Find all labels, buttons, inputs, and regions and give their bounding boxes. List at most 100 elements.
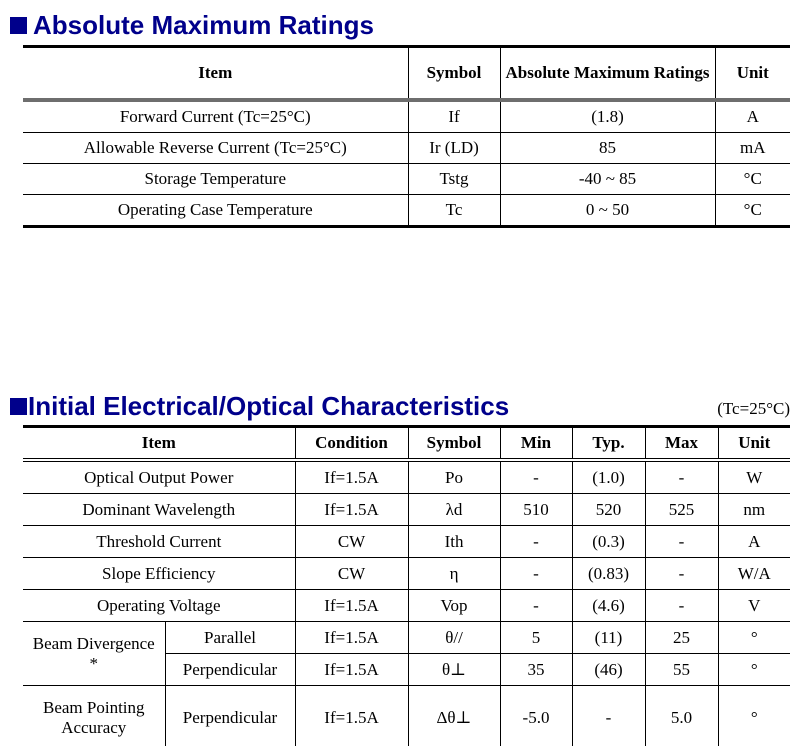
table-cell: 55	[644, 653, 719, 686]
table-cell: If	[407, 99, 501, 133]
table-row: Allowable Reverse Current (Tc=25°C) Ir (…	[23, 132, 790, 164]
table-cell: (0.83)	[571, 557, 646, 590]
table-cell: -	[571, 685, 646, 746]
table-row: Forward Current (Tc=25°C) If (1.8) A	[23, 99, 790, 133]
column-header-symbol: Symbol	[407, 426, 501, 462]
table-cell: Vop	[407, 589, 501, 622]
table-cell: 0 ~ 50	[499, 194, 716, 227]
table-cell: (1.0)	[571, 459, 646, 494]
table-cell: (46)	[571, 653, 646, 686]
table-row: Threshold Current CW Ith - (0.3) - A	[23, 525, 791, 558]
initial-characteristics-table: Item Condition Symbol Min Typ. Max Unit …	[23, 425, 791, 746]
table-cell: -	[499, 557, 573, 590]
table-cell: V	[717, 589, 791, 622]
table-cell: 35	[499, 653, 573, 686]
section1-title-text: Absolute Maximum Ratings	[33, 10, 374, 40]
table-cell: If=1.5A	[294, 685, 409, 746]
table-cell: Storage Temperature	[23, 163, 409, 195]
table-row: Optical Output Power If=1.5A Po - (1.0) …	[23, 459, 791, 494]
table-cell: Δθ⊥	[407, 685, 501, 746]
table-cell: Po	[407, 459, 501, 494]
table-cell: If=1.5A	[294, 653, 409, 686]
table-cell: -	[499, 525, 573, 558]
table-cell: 510	[499, 493, 573, 526]
table-cell: 525	[644, 493, 719, 526]
table-cell: 5	[499, 621, 573, 654]
table-cell: CW	[294, 525, 409, 558]
table-cell: -	[644, 525, 719, 558]
column-header-condition: Condition	[294, 426, 409, 462]
table-cell: If=1.5A	[294, 459, 409, 494]
section-title-absolute-maximum-ratings: Absolute Maximum Ratings	[10, 10, 800, 41]
table-cell: Operating Case Temperature	[23, 194, 409, 227]
table-cell: W	[717, 459, 791, 494]
column-header-item: Item	[23, 426, 296, 462]
column-header-typ: Typ.	[571, 426, 646, 462]
table-cell: 5.0	[644, 685, 719, 746]
table-cell: Parallel	[164, 621, 296, 654]
table-cell: If=1.5A	[294, 621, 409, 654]
square-bullet-icon	[10, 398, 27, 415]
section2-title-text: Initial Electrical/Optical Characteristi…	[28, 391, 510, 421]
condition-note: (Tc=25°C)	[717, 399, 790, 418]
table-row: Storage Temperature Tstg -40 ~ 85 °C	[23, 163, 790, 195]
column-header-ratings: Absolute Maximum Ratings	[499, 46, 716, 102]
table-row: Slope Efficiency CW η - (0.83) - W/A	[23, 557, 791, 590]
table-cell: Allowable Reverse Current (Tc=25°C)	[23, 132, 409, 164]
table-header-row: Item Symbol Absolute Maximum Ratings Uni…	[23, 46, 790, 102]
table-cell: Ir (LD)	[407, 132, 501, 164]
table-cell: Optical Output Power	[23, 459, 296, 494]
table-cell: -5.0	[499, 685, 573, 746]
column-header-max: Max	[644, 426, 719, 462]
table-cell: A	[714, 99, 790, 133]
table-cell: Ith	[407, 525, 501, 558]
column-header-unit: Unit	[714, 46, 790, 102]
table-row: Beam Divergence * Parallel If=1.5A θ// 5…	[23, 621, 791, 686]
table-cell: -	[644, 589, 719, 622]
table-row: Operating Case Temperature Tc 0 ~ 50 °C	[23, 194, 790, 227]
table-cell: Slope Efficiency	[23, 557, 296, 590]
table-cell: °C	[714, 163, 790, 195]
table-cell: Dominant Wavelength	[23, 493, 296, 526]
table-cell: °	[717, 685, 791, 746]
table-cell: (4.6)	[571, 589, 646, 622]
table-row: Operating Voltage If=1.5A Vop - (4.6) - …	[23, 589, 791, 622]
column-header-item: Item	[23, 46, 409, 102]
table-cell: 25	[644, 621, 719, 654]
table-cell: (0.3)	[571, 525, 646, 558]
table-cell: If=1.5A	[294, 493, 409, 526]
table-cell: CW	[294, 557, 409, 590]
table-cell: θ//	[407, 621, 501, 654]
table-cell: A	[717, 525, 791, 558]
table-cell: Perpendicular	[165, 653, 296, 686]
table-cell: If=1.5A	[294, 589, 409, 622]
datasheet-page: Absolute Maximum Ratings Item Symbol Abs…	[0, 10, 800, 746]
absolute-maximum-ratings-table: Item Symbol Absolute Maximum Ratings Uni…	[23, 45, 790, 228]
table-cell: Perpendicular	[164, 685, 296, 746]
table-cell: -	[499, 589, 573, 622]
table-cell: 85	[499, 132, 716, 164]
table-cell: Operating Voltage	[23, 589, 296, 622]
column-header-unit: Unit	[717, 426, 791, 462]
square-bullet-icon	[10, 17, 27, 34]
table-cell: mA	[714, 132, 790, 164]
table-cell: Threshold Current	[23, 525, 296, 558]
table-cell: -	[499, 459, 573, 494]
table-cell: °C	[714, 194, 790, 227]
table-cell: θ⊥	[407, 653, 501, 686]
table-row: Beam Pointing Accuracy Perpendicular If=…	[23, 685, 791, 746]
table-cell: -40 ~ 85	[499, 163, 716, 195]
table-cell: λd	[407, 493, 501, 526]
table-cell: °	[717, 621, 791, 654]
table-cell: η	[407, 557, 501, 590]
table-cell: Tc	[407, 194, 501, 227]
table-cell: 520	[571, 493, 646, 526]
table-row: Dominant Wavelength If=1.5A λd 510 520 5…	[23, 493, 791, 526]
table-cell-group: Beam Divergence *	[23, 621, 166, 686]
table-cell: Forward Current (Tc=25°C)	[23, 99, 409, 133]
table-cell-group: Beam Pointing Accuracy	[23, 685, 166, 746]
table-cell: W/A	[717, 557, 791, 590]
table-header-row: Item Condition Symbol Min Typ. Max Unit	[23, 426, 791, 462]
section-title-initial-characteristics: Initial Electrical/Optical Characteristi…	[10, 391, 509, 422]
table-cell: °	[717, 653, 791, 686]
